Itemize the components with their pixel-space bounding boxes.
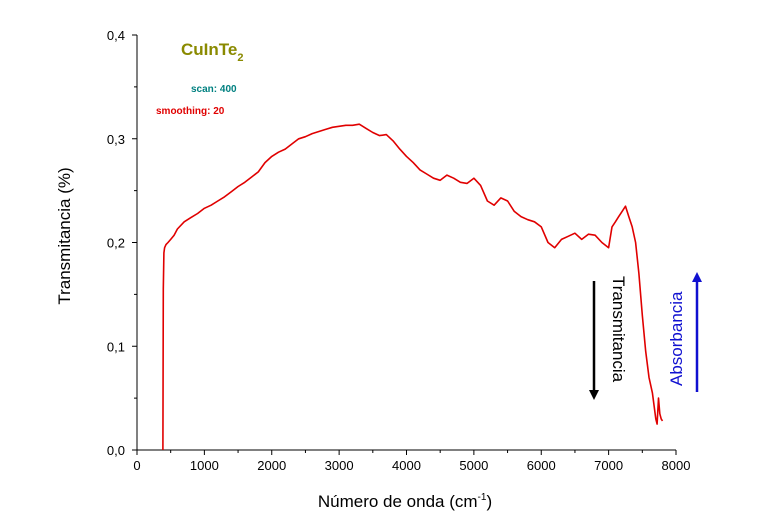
x-tick-label: 1000 <box>190 458 219 473</box>
y-tick-label: 0,2 <box>107 236 125 251</box>
x-tick-label: 3000 <box>325 458 354 473</box>
x-axis-title-close: ) <box>486 492 492 511</box>
y-tick-label: 0,4 <box>107 28 125 43</box>
x-tick-label: 4000 <box>392 458 421 473</box>
compound-label: CuInTe2 <box>181 40 243 64</box>
x-tick-label: 2000 <box>257 458 286 473</box>
x-axis-title-sup: -1 <box>478 492 487 503</box>
x-tick-label: 7000 <box>594 458 623 473</box>
compound-label-sub: 2 <box>237 52 243 64</box>
x-axis-title-main: Número de onda (cm <box>318 492 478 511</box>
y-tick-label: 0,1 <box>107 339 125 354</box>
absorbancia-label: Absorbancia <box>667 291 686 386</box>
x-tick-label: 6000 <box>527 458 556 473</box>
x-tick-label: 5000 <box>459 458 488 473</box>
y-tick-label: 0,3 <box>107 132 125 147</box>
x-ticks: 0 1000 2000 3000 4000 5000 6000 7000 8000 <box>133 450 690 473</box>
x-tick-label: 0 <box>133 458 140 473</box>
y-axis-title: Transmitancia (%) <box>55 167 74 304</box>
y-ticks: 0,0 0,1 0,2 0,3 0,4 <box>107 28 137 458</box>
x-axis-title: Número de onda (cm-1) <box>318 492 492 511</box>
x-tick-label: 8000 <box>662 458 691 473</box>
smoothing-label: smoothing: 20 <box>156 106 225 117</box>
transmitancia-label: Transmitancia <box>609 276 628 383</box>
y-tick-label: 0,0 <box>107 443 125 458</box>
transmitancia-arrowhead <box>589 390 599 400</box>
scan-label: scan: 400 <box>191 84 237 95</box>
series-line <box>162 123 664 451</box>
compound-label-main: CuInTe <box>181 40 237 59</box>
absorbancia-arrowhead <box>692 272 702 282</box>
series-layer <box>162 123 664 451</box>
